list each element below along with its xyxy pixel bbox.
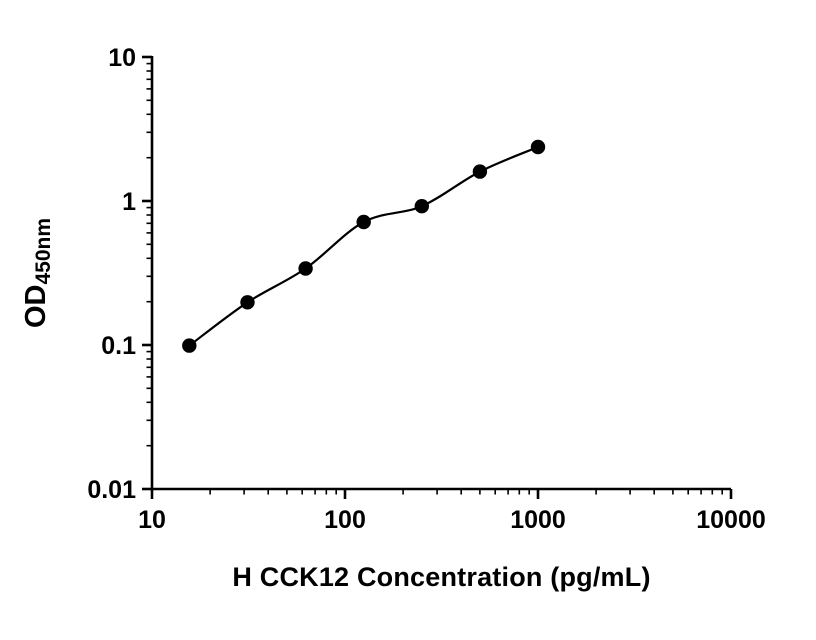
data-point: [182, 338, 197, 353]
y-tick-label: 1: [122, 188, 136, 216]
y-axis-title-main: OD: [20, 284, 53, 329]
data-point: [298, 261, 313, 276]
x-tick-label: 100: [324, 506, 366, 534]
y-axis-title-subscript: 450nm: [32, 217, 56, 285]
data-point: [356, 214, 371, 230]
y-tick-label: 0.01: [87, 476, 136, 504]
x-tick-label: 10: [138, 506, 166, 534]
standard-curve-line: [188, 145, 539, 347]
data-point: [414, 199, 429, 214]
y-tick-label: 0.1: [101, 332, 136, 360]
y-axis-title-text: OD450nm: [20, 218, 56, 328]
x-axis-title: H CCK12 Concentration (pg/mL): [232, 562, 651, 592]
data-point: [472, 164, 488, 179]
data-point: [530, 139, 546, 155]
x-tick-label: 10000: [696, 506, 766, 534]
y-axis-title: OD450nm: [6, 57, 70, 489]
data-point: [240, 295, 255, 310]
y-tick-label: 10: [108, 44, 136, 72]
x-tick-label: 1000: [510, 506, 566, 534]
